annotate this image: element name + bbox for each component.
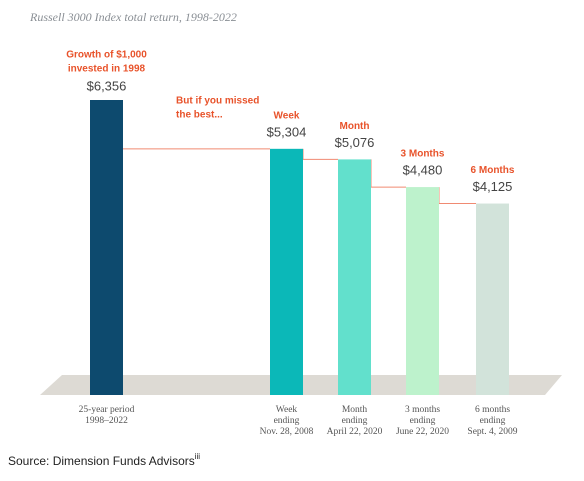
bar (476, 203, 509, 395)
x-tick-label: Sept. 4, 2009 (467, 427, 517, 437)
x-tick-label: Month (342, 405, 368, 415)
value-label: $5,304 (267, 124, 307, 139)
x-tick-label: 1998–2022 (85, 416, 128, 426)
bar (338, 159, 371, 395)
bar-label: 6 Months (471, 165, 515, 176)
bar (270, 148, 303, 395)
source-text: Source: Dimension Funds Advisors (8, 454, 195, 468)
x-tick-label: ending (274, 416, 300, 426)
source: Source: Dimension Funds Advisorsiii (8, 452, 200, 468)
bar-label: Growth of $1,000 (66, 50, 147, 61)
bar-label: invested in 1998 (68, 64, 146, 75)
bar (406, 187, 439, 395)
x-tick-label: Nov. 28, 2008 (260, 427, 314, 437)
x-tick-label: 6 months (475, 405, 510, 415)
bar-label: Month (340, 121, 370, 132)
x-tick-label: Week (276, 405, 298, 415)
x-tick-label: June 22, 2020 (396, 427, 449, 437)
value-label: $4,480 (403, 163, 443, 178)
annotation: But if you missed (176, 96, 259, 107)
source-superscript: iii (195, 452, 201, 461)
value-label: $6,356 (87, 78, 127, 93)
x-tick-label: April 22, 2020 (327, 427, 383, 437)
bar (90, 100, 123, 395)
chart-title: Russell 3000 Index total return, 1998-20… (29, 10, 237, 24)
x-tick-label: ending (410, 416, 436, 426)
bar-label: Week (274, 110, 300, 121)
x-tick-label: 3 months (405, 405, 440, 415)
value-label: $5,076 (335, 135, 375, 150)
annotation: the best... (176, 110, 223, 121)
x-tick-label: 25-year period (79, 405, 135, 415)
x-tick-label: ending (480, 416, 506, 426)
x-tick-label: ending (342, 416, 368, 426)
value-label: $4,125 (473, 179, 513, 194)
bar-label: 3 Months (401, 149, 445, 160)
